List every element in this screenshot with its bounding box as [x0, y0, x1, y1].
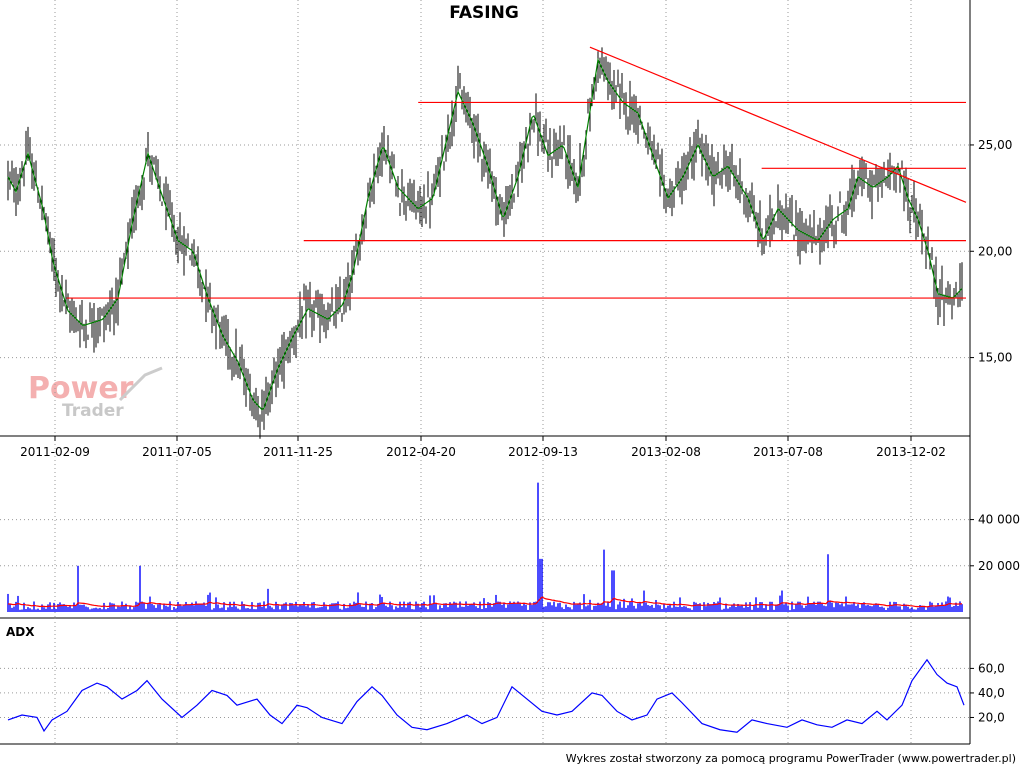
x-tick-label: 2012-04-20 [386, 445, 456, 459]
footer-note: Wykres został stworzony za pomocą progra… [566, 752, 1016, 765]
y-tick-label: 20,0 [978, 710, 1005, 724]
moving-average-line [7, 57, 963, 411]
volume-bars [7, 482, 963, 612]
x-tick-label: 2012-09-13 [508, 445, 578, 459]
x-tick-label: 2013-12-02 [876, 445, 946, 459]
watermark-trader: Trader [62, 401, 124, 421]
x-axis-labels: 2011-02-09 2011-07-05 2011-11-25 2012-04-20… [20, 436, 946, 459]
y-tick-label: 25,00 [978, 138, 1012, 152]
watermark-swoosh [118, 366, 163, 402]
x-tick-label: 2011-02-09 [20, 445, 90, 459]
x-tick-label: 2011-11-25 [263, 445, 333, 459]
y-tick-label: 20,00 [978, 244, 1012, 258]
x-tick-label: 2013-07-08 [753, 445, 823, 459]
x-tick-label: 2013-02-08 [631, 445, 701, 459]
price-grid [0, 0, 970, 436]
y-tick-label: 60,0 [978, 661, 1005, 675]
volume-grid [0, 436, 970, 618]
y-tick-label: 15,00 [978, 351, 1012, 365]
adx-line [7, 658, 965, 733]
adx-label: ADX [6, 625, 35, 639]
y-tick-label: 20 000 [978, 559, 1020, 573]
trendlines [66, 46, 967, 299]
volume-ma-line [7, 596, 963, 608]
panel-frames [0, 0, 971, 745]
downtrend-line [589, 46, 967, 203]
adx-grid [0, 618, 970, 744]
watermark-power: Power [28, 371, 134, 406]
powertrader-watermark: Power Trader [28, 366, 163, 421]
y-tick-label: 40,0 [978, 686, 1005, 700]
y-tick-label: 40 000 [978, 513, 1020, 527]
y-axis-labels: 15,00 20,00 25,00 20 000 40 000 20,0 40,0 60,0 [970, 138, 1020, 724]
chart-title: FASING [449, 3, 519, 23]
price-candles [7, 47, 963, 439]
x-tick-label: 2011-07-05 [142, 445, 212, 459]
